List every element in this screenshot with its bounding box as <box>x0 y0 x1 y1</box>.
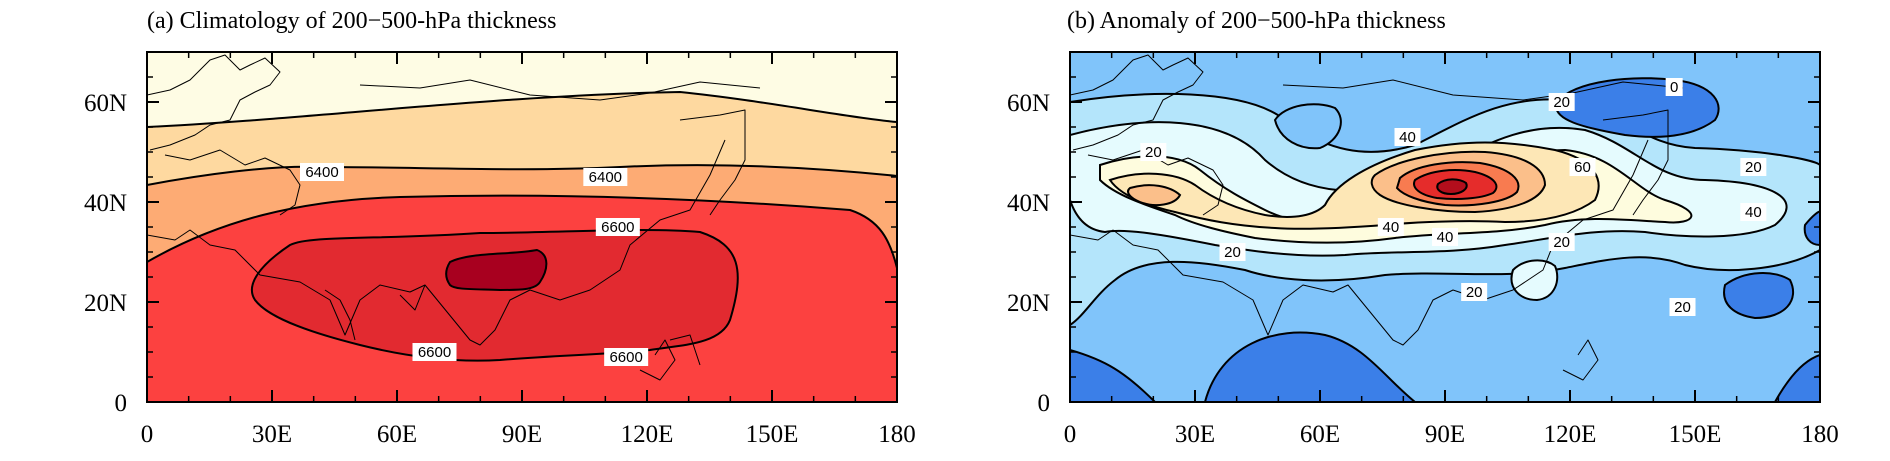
contour-label-bg <box>1461 283 1488 301</box>
contour-label: 0 <box>1670 79 1678 96</box>
contour-label-bg <box>1548 93 1575 111</box>
contour-label-bg <box>1432 228 1458 246</box>
x-tick-label: 180 <box>878 421 916 448</box>
fill-band-6700 <box>445 248 548 292</box>
anomaly-panel: (b) Anomaly of 200−500-hPa thickness <box>945 0 1890 461</box>
contour-label: 40 <box>1437 229 1454 246</box>
x-tick-label: 0 <box>141 421 154 448</box>
fill-band-6600 <box>250 229 739 362</box>
y-tick-label: 0 <box>1038 390 1051 417</box>
x-tick-label: 120E <box>1544 421 1597 448</box>
y-tick-label: 60N <box>84 90 127 117</box>
contour-labels: 0 20 20 40 60 20 40 40 40 20 20 20 20 <box>1140 78 1767 316</box>
contour-labels: 6400 6400 6600 6600 6600 <box>300 163 649 366</box>
climatology-panel: (a) Climatology of 200−500-hPa thickness <box>84 8 916 448</box>
x-tick-label: 150E <box>1669 421 1722 448</box>
fill-band-0-10-south <box>1070 210 1820 402</box>
y-tick-label: 40N <box>1007 190 1050 217</box>
anomaly-fill-layer <box>1070 52 1820 402</box>
contour-label-bg <box>604 348 649 366</box>
x-tick-label: 150E <box>746 421 799 448</box>
contour-label-bg <box>1548 233 1575 251</box>
contour-label-bg <box>1669 298 1696 316</box>
contour-label: 40 <box>1382 219 1399 236</box>
panel-title: (b) Anomaly of 200−500-hPa thickness <box>1067 8 1446 34</box>
contour-label: 6600 <box>601 219 634 236</box>
panel-title: (a) Climatology of 200−500-hPa thickness <box>147 8 557 34</box>
contour-label-bg <box>595 218 640 236</box>
contour-label-bg <box>1740 203 1767 221</box>
contour-label: 20 <box>1745 159 1762 176</box>
fill-band-10-20-patch <box>1273 103 1342 150</box>
contour-label: 40 <box>1745 204 1762 221</box>
contour-label: 6400 <box>589 169 622 186</box>
contour-label: 60 <box>1574 159 1591 176</box>
x-tick-label: 90E <box>502 421 542 448</box>
contour-label-bg <box>300 163 344 181</box>
axis-tick-labels: 0 30E 60E 90E 120E 150E 180 0 20N 40N 60N <box>1007 90 1839 448</box>
y-tick-label: 40N <box>84 190 127 217</box>
x-tick-label: 0 <box>1064 421 1077 448</box>
contour-label-bg <box>1740 158 1767 176</box>
contour-label-bg <box>1219 243 1246 261</box>
contour-label-bg <box>1569 158 1596 176</box>
fill-band-30-40-patch <box>1510 259 1559 302</box>
x-tick-label: 120E <box>621 421 674 448</box>
contour-label: 20 <box>1145 144 1162 161</box>
y-tick-label: 60N <box>1007 90 1050 117</box>
contour-label: 6400 <box>305 164 338 181</box>
x-tick-label: 90E <box>1425 421 1465 448</box>
axis-ticks <box>146 51 898 403</box>
contour-label: 6600 <box>418 344 451 361</box>
x-tick-label: 30E <box>1175 421 1215 448</box>
y-tick-label: 0 <box>115 390 128 417</box>
climatology-map: 6400 6400 6600 6600 6600 0 30E 60E 90E 120E 150E 1… <box>84 51 916 448</box>
contour-label: 6600 <box>609 349 642 366</box>
contour-label-bg <box>412 343 457 361</box>
x-tick-label: 30E <box>252 421 292 448</box>
axis-tick-labels: 0 30E 60E 90E 120E 150E 180 0 20N 40N 60N <box>84 90 916 448</box>
y-tick-label: 20N <box>1007 290 1050 317</box>
contour-label-bg <box>1140 143 1167 161</box>
climatology-fill-layer <box>147 52 897 402</box>
contour-label: 20 <box>1224 244 1241 261</box>
contour-label-bg <box>583 168 628 186</box>
contour-label: 20 <box>1553 94 1570 111</box>
x-tick-label: 60E <box>1300 421 1340 448</box>
contour-label: 20 <box>1674 299 1691 316</box>
fill-band-90-100 <box>1436 178 1468 196</box>
axis-ticks <box>1069 51 1821 403</box>
contour-label-bg <box>1377 218 1404 236</box>
coastlines <box>147 54 761 381</box>
y-tick-label: 20N <box>84 290 127 317</box>
x-tick-label: 60E <box>377 421 417 448</box>
contour-label: 20 <box>1553 234 1570 251</box>
anomaly-map: 0 20 20 40 60 20 40 40 40 20 20 20 20 0 30E 60E 90E 120E… <box>1007 51 1839 448</box>
contour-label: 40 <box>1399 129 1416 146</box>
contour-label-bg <box>1394 128 1421 146</box>
contour-label: 20 <box>1466 284 1483 301</box>
contour-label-bg <box>1665 78 1683 96</box>
x-tick-label: 180 <box>1801 421 1839 448</box>
